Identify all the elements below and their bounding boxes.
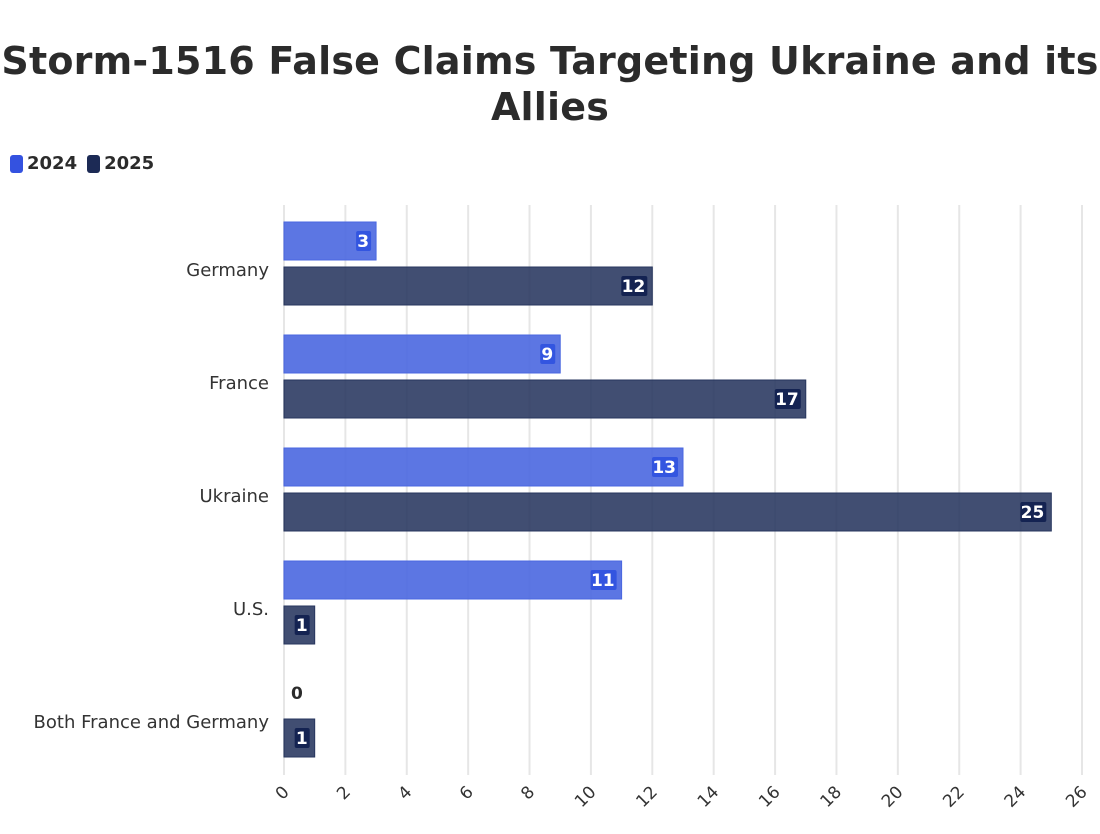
chart-title: Storm-1516 False Claims Targeting Ukrain… <box>0 38 1100 130</box>
legend-label-2025: 2025 <box>104 153 155 174</box>
x-tick-label: 22 <box>939 782 968 811</box>
data-label-bg <box>294 615 310 635</box>
bar-2024-ukraine[interactable] <box>283 447 684 487</box>
data-label-bg <box>621 276 648 296</box>
data-label: 12 <box>622 277 646 297</box>
data-label: 0 <box>291 684 303 704</box>
data-label: 11 <box>591 571 615 591</box>
legend-label-2024: 2024 <box>27 153 78 174</box>
bar-2024-u-s-[interactable] <box>283 560 623 600</box>
x-tick-label: 8 <box>517 782 539 804</box>
data-label-bg <box>356 231 372 251</box>
data-label-bg <box>540 344 556 364</box>
category-label: France <box>209 373 269 394</box>
data-label: 13 <box>652 458 676 478</box>
x-tick-labels: 0 2 4 6 8 10 12 14 16 18 20 22 24 26 <box>272 782 1092 811</box>
category-labels: Germany France Ukraine U.S. Both France and … <box>34 260 270 733</box>
x-tick-label: 16 <box>755 782 784 811</box>
x-tick-label: 2 <box>333 782 355 804</box>
category-label: Germany <box>186 260 269 281</box>
x-tick-label: 4 <box>395 782 417 804</box>
bar-2025-france[interactable] <box>283 379 807 419</box>
x-tick-label: 12 <box>632 782 661 811</box>
legend-item-2025[interactable]: 2025 <box>87 153 154 174</box>
data-label: 3 <box>357 232 369 252</box>
x-tick-label: 24 <box>1001 782 1030 811</box>
data-label: 1 <box>296 729 308 749</box>
x-tick-label: 10 <box>571 782 600 811</box>
data-label-bg <box>652 457 678 477</box>
category-label: Ukraine <box>199 486 269 507</box>
x-tick-label: 26 <box>1062 782 1091 811</box>
category-label: U.S. <box>233 599 269 620</box>
x-tick-label: 20 <box>878 782 907 811</box>
data-label: 17 <box>775 390 799 410</box>
data-label: 1 <box>296 616 308 636</box>
category-label: Both France and Germany <box>34 712 270 733</box>
x-tick-label: 18 <box>817 782 846 811</box>
x-tick-label: 6 <box>456 782 478 804</box>
bar-2025-germany[interactable] <box>283 266 653 306</box>
legend-swatch-2025 <box>87 154 101 173</box>
chart-title-line-1: Storm-1516 False Claims Targeting Ukrain… <box>1 39 1099 83</box>
bar-2025-ukraine[interactable] <box>283 492 1052 532</box>
bar-2024-france[interactable] <box>283 334 561 374</box>
data-label-bg <box>774 389 801 409</box>
x-tick-label: 14 <box>694 782 723 811</box>
legend-item-2024[interactable]: 2024 <box>10 153 77 174</box>
data-label-bg <box>294 728 310 748</box>
legend-swatch-2024 <box>10 154 23 173</box>
data-label: 9 <box>541 345 553 365</box>
data-label-bg <box>590 570 617 590</box>
x-tick-label: 0 <box>272 782 294 804</box>
legend: 2024 2025 <box>10 153 154 174</box>
data-label: 25 <box>1021 503 1045 523</box>
data-label-bg <box>1020 502 1047 522</box>
chart-title-line-2: Allies <box>490 85 610 129</box>
